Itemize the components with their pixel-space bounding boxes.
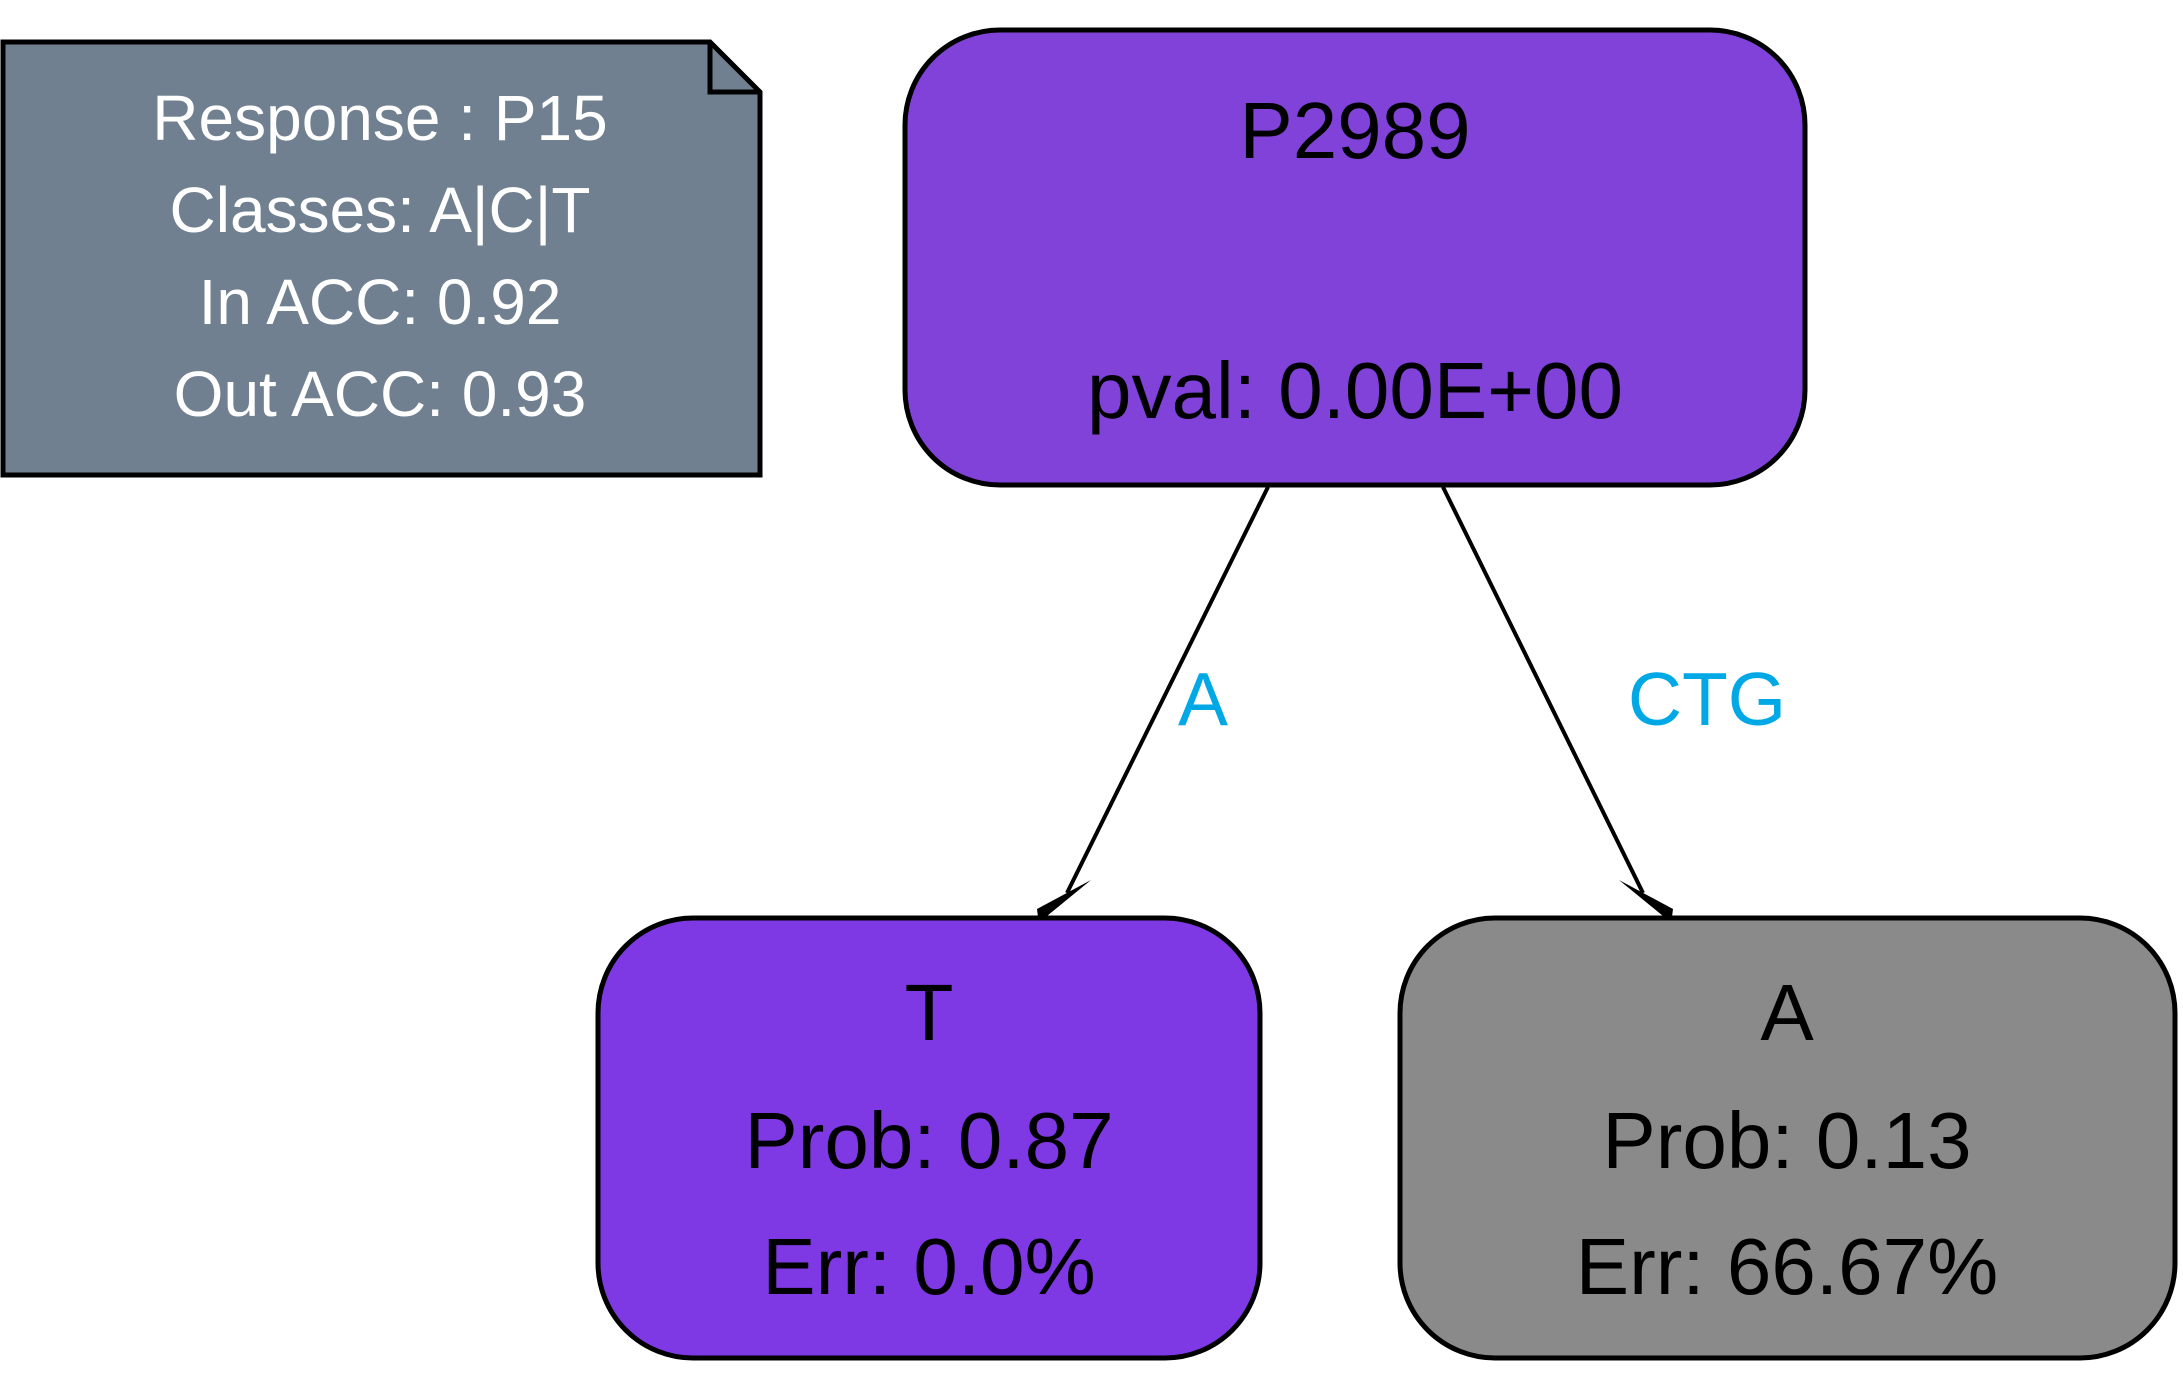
root-node: P2989 pval: 0.00E+00 — [902, 27, 1808, 488]
leaf-node-t-class: T — [905, 968, 954, 1057]
root-node-title: P2989 — [1239, 86, 1470, 175]
legend-note-fold — [707, 42, 760, 95]
leaf-node-a: A Prob: 0.13 Err: 66.67% — [1397, 915, 2178, 1361]
leaf-node-t-err: Err: 0.0% — [762, 1222, 1095, 1311]
legend-out-acc: Out ACC: 0.93 — [174, 358, 587, 430]
edge-right: CTG — [1441, 486, 1786, 917]
leaf-node-a-box — [1397, 915, 2178, 1361]
edge-left: A — [1037, 486, 1270, 917]
legend-note: Response : P15 Classes: A|C|T In ACC: 0.… — [0, 39, 763, 478]
leaf-node-t-prob: Prob: 0.87 — [744, 1096, 1113, 1185]
legend-note-shape — [0, 39, 763, 478]
edge-right-line — [1441, 486, 1645, 894]
leaf-node-a-prob: Prob: 0.13 — [1602, 1096, 1971, 1185]
edge-right-arrowhead — [1619, 880, 1673, 917]
leaf-node-t: T Prob: 0.87 Err: 0.0% — [595, 915, 1263, 1361]
root-node-box — [902, 27, 1808, 488]
leaf-node-a-err: Err: 66.67% — [1576, 1222, 1998, 1311]
legend-in-acc: In ACC: 0.92 — [199, 266, 562, 338]
edge-left-arrowhead — [1037, 880, 1091, 917]
leaf-node-t-box — [595, 915, 1263, 1361]
edge-right-label: CTG — [1628, 657, 1786, 741]
edge-left-label: A — [1178, 657, 1228, 741]
leaf-node-a-class: A — [1760, 968, 1814, 1057]
edge-left-line — [1065, 486, 1270, 894]
legend-response: Response : P15 — [152, 82, 607, 154]
root-node-pval: pval: 0.00E+00 — [1087, 346, 1623, 435]
legend-classes: Classes: A|C|T — [170, 174, 591, 246]
